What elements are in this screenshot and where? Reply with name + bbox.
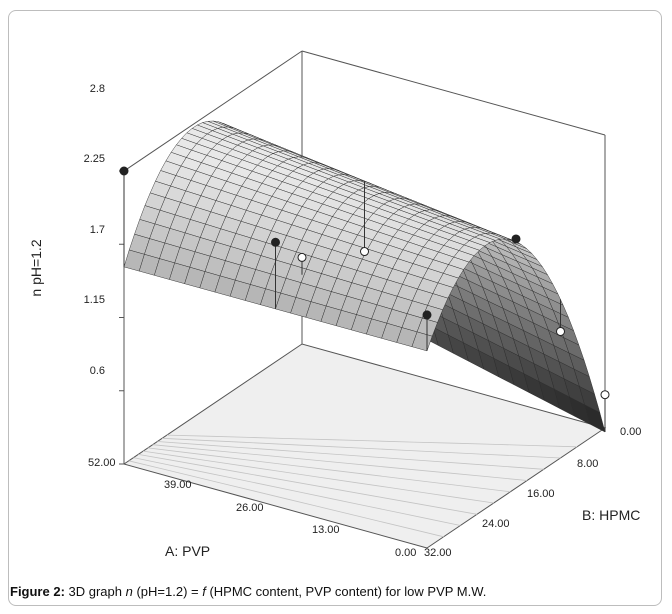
design-point — [119, 166, 129, 176]
caption-text-post: (HPMC content, PVP content) for low PVP … — [205, 584, 487, 599]
floor-plane — [122, 343, 607, 549]
floor-contour — [143, 450, 494, 504]
design-point — [556, 326, 565, 336]
response-surface — [123, 120, 606, 433]
floor-contour — [128, 460, 444, 538]
floor-contour — [166, 434, 578, 448]
floor-contour — [133, 457, 461, 526]
x-tick-label: 0.00 — [395, 547, 416, 559]
x-axis-label: A: PVP — [165, 543, 210, 559]
box-edge — [301, 50, 606, 136]
y-tick-label: 32.00 — [424, 547, 452, 559]
x-tick-label: 13.00 — [312, 524, 340, 536]
z-axis-label: n pH=1.2 — [28, 239, 44, 296]
z-tick-label: 0.6 — [90, 365, 105, 377]
design-point — [600, 390, 610, 400]
design-point — [297, 252, 307, 262]
caption-n: n — [125, 584, 133, 599]
floor-contour — [138, 454, 478, 515]
figure-caption: Figure 2: 3D graph n (pH=1.2) = f (HPMC … — [10, 584, 670, 599]
design-point — [422, 310, 432, 320]
design-point — [360, 247, 369, 257]
tick-labels: 2.8 2.25 1.7 1.15 0.6 52.00 39.00 26.00 … — [84, 83, 642, 559]
floor-contour — [147, 447, 511, 493]
z-tick-label: 1.15 — [84, 294, 105, 306]
design-points — [119, 166, 610, 432]
caption-text-mid: (pH=1.2) = — [132, 584, 203, 599]
caption-label: Figure 2: — [10, 584, 65, 599]
x-tick-label: 39.00 — [164, 479, 192, 491]
design-point — [511, 234, 521, 244]
z-tick-label: 1.7 — [90, 224, 105, 236]
design-point — [271, 237, 280, 247]
caption-f: f — [202, 584, 206, 599]
floor-contour — [152, 444, 528, 481]
floor-contour — [157, 441, 544, 470]
y-tick-label: 8.00 — [577, 458, 598, 470]
floor-contour — [162, 437, 561, 459]
y-tick-label: 16.00 — [527, 488, 555, 500]
box-edge — [123, 50, 303, 172]
y-tick-label: 0.00 — [620, 426, 641, 438]
x-tick-label: 26.00 — [236, 502, 264, 514]
z-tick-label: 2.25 — [84, 153, 105, 165]
caption-text-pre: 3D graph — [64, 584, 126, 599]
x-tick-label: 52.00 — [88, 457, 116, 469]
y-axis-label: B: HPMC — [582, 507, 640, 523]
z-tick-label: 2.8 — [90, 83, 105, 95]
y-tick-label: 24.00 — [482, 518, 510, 530]
